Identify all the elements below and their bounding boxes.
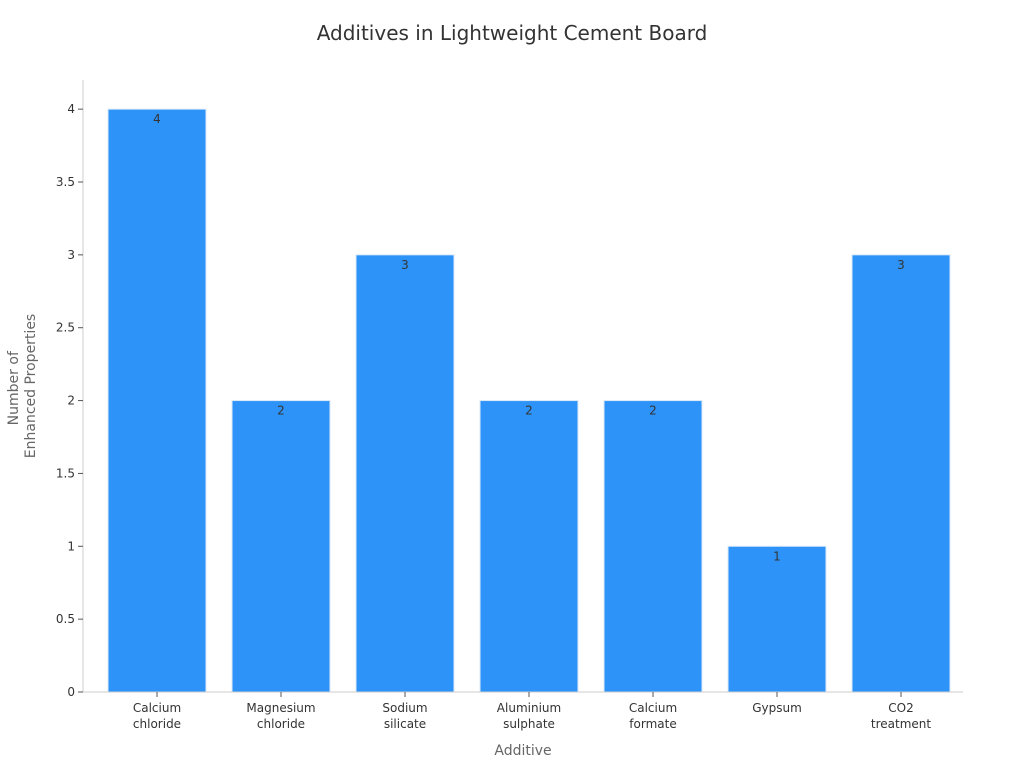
bar: [355, 254, 455, 693]
bar: [851, 254, 951, 693]
y-axis-title-line-2: Enhanced Properties: [23, 314, 39, 458]
x-tick-label: Sodium silicate: [382, 701, 427, 731]
axes-layer: [78, 80, 963, 697]
bar-data-label: 1: [773, 549, 781, 563]
chart-title: Additives in Lightweight Cement Board: [317, 21, 708, 45]
y-axis-title-line-1: Number of: [6, 350, 22, 425]
bars-layer: [107, 108, 951, 693]
x-tick-label: Magnesium chloride: [246, 701, 315, 731]
bar: [479, 400, 579, 693]
y-tick-label: 2: [67, 394, 75, 408]
bar-data-label: 3: [897, 258, 905, 272]
bar: [727, 545, 827, 693]
svg-text:Number of Enhanced Pro: Number of Enhanced Properties: [6, 314, 39, 458]
bar: [107, 108, 207, 693]
y-tick-label: 1: [67, 539, 75, 553]
bar-data-label: 2: [649, 404, 657, 418]
y-tick-label: 2.5: [56, 321, 75, 335]
x-tick-label: Calcium chloride: [133, 701, 181, 731]
bar-data-label: 4: [153, 112, 161, 126]
x-tick-label: CO2 treatment: [871, 701, 931, 731]
bar-data-label: 3: [401, 258, 409, 272]
y-tick-label: 0: [67, 685, 75, 699]
x-tick-label: Gypsum: [752, 701, 802, 715]
bar-data-label: 2: [277, 404, 285, 418]
bar: [231, 400, 331, 693]
labels-layer: 0 0.5 1 1.5 2 2.5 3 3.5 4 4 Calcium chloride 2 Magnes…: [56, 102, 931, 731]
y-axis-title: Number of Enhanced Properties: [6, 314, 39, 458]
x-axis-title: Additive: [494, 743, 551, 759]
y-tick-label: 1.5: [56, 466, 75, 480]
bar-data-label: 2: [525, 404, 533, 418]
y-tick-label: 0.5: [56, 612, 75, 626]
x-tick-label: Calcium formate: [629, 701, 677, 731]
y-tick-label: 4: [67, 102, 75, 116]
y-tick-label: 3: [67, 248, 75, 262]
y-tick-label: 3.5: [56, 175, 75, 189]
bar: [603, 400, 703, 693]
x-tick-label: Aluminium sulphate: [497, 701, 561, 731]
